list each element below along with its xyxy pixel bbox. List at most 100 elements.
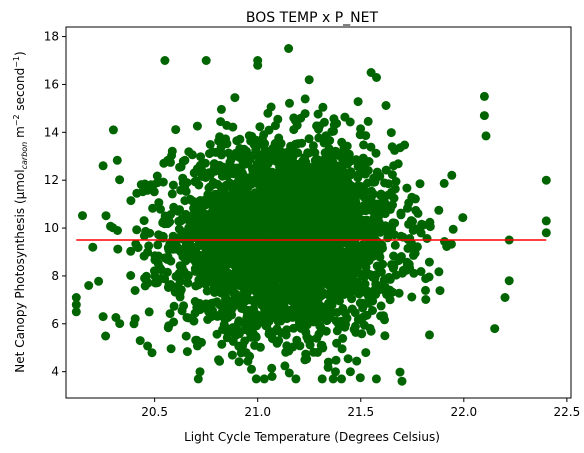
data-point xyxy=(211,243,221,253)
data-point xyxy=(288,205,298,215)
data-point xyxy=(130,286,140,295)
data-point xyxy=(376,205,386,215)
data-point xyxy=(407,292,417,302)
y-label-post: ) xyxy=(13,51,27,56)
data-point xyxy=(292,294,302,304)
data-point xyxy=(309,347,319,357)
data-point xyxy=(285,98,294,108)
data-point xyxy=(180,229,190,239)
data-point xyxy=(261,214,271,224)
data-point xyxy=(212,329,222,339)
data-point xyxy=(310,311,320,320)
data-point xyxy=(371,374,381,384)
data-point xyxy=(481,131,491,141)
data-point xyxy=(242,274,252,284)
data-point xyxy=(268,230,278,240)
data-point xyxy=(217,251,227,261)
data-point xyxy=(302,314,312,323)
data-point xyxy=(141,226,151,236)
data-point xyxy=(368,247,378,257)
data-point xyxy=(305,183,315,193)
data-point xyxy=(201,56,211,65)
data-point xyxy=(371,270,381,280)
data-point xyxy=(409,250,418,260)
data-point xyxy=(285,193,295,203)
data-point xyxy=(159,158,169,168)
data-point xyxy=(358,153,368,163)
data-point xyxy=(300,153,310,162)
data-point xyxy=(323,362,333,372)
data-point xyxy=(338,229,347,239)
data-point xyxy=(290,149,300,159)
data-point xyxy=(243,158,253,168)
data-point xyxy=(361,348,371,358)
data-point xyxy=(317,340,327,350)
data-point xyxy=(338,304,348,313)
data-point xyxy=(355,373,365,383)
data-point xyxy=(354,314,364,324)
data-point xyxy=(249,297,259,307)
data-point xyxy=(347,214,357,224)
data-point xyxy=(274,292,284,302)
data-point xyxy=(200,158,210,168)
data-point xyxy=(166,344,176,354)
x-axis: 20.5 21.0 21.5 22.0 22.5 xyxy=(141,398,580,419)
data-point xyxy=(265,286,275,296)
data-point xyxy=(222,171,232,181)
data-point xyxy=(323,209,333,219)
data-point xyxy=(385,204,395,214)
data-point xyxy=(304,134,314,144)
data-point xyxy=(234,357,244,367)
data-point xyxy=(204,168,214,178)
data-point xyxy=(113,226,122,235)
data-point xyxy=(343,354,353,364)
data-point xyxy=(150,278,160,288)
data-point xyxy=(193,280,203,290)
data-point xyxy=(368,306,377,315)
data-point xyxy=(350,277,360,286)
data-point xyxy=(152,178,162,188)
data-point xyxy=(316,271,326,281)
data-point xyxy=(143,247,153,257)
data-point xyxy=(201,279,211,289)
data-point xyxy=(212,161,222,171)
data-point xyxy=(243,182,253,192)
data-point xyxy=(274,133,284,143)
data-point xyxy=(227,350,237,360)
data-point xyxy=(182,243,192,253)
data-point xyxy=(435,286,445,296)
data-point xyxy=(203,266,212,276)
data-point xyxy=(156,265,166,275)
data-point xyxy=(322,167,332,177)
data-point xyxy=(224,148,234,158)
data-point xyxy=(364,298,373,308)
data-point xyxy=(332,326,342,336)
data-point xyxy=(225,159,235,169)
data-point xyxy=(220,258,230,268)
data-point xyxy=(101,211,111,221)
data-point xyxy=(166,157,175,167)
y-tick-label: 12 xyxy=(44,173,59,187)
data-point xyxy=(425,222,435,232)
data-point xyxy=(270,214,280,223)
data-point xyxy=(205,249,215,259)
data-point xyxy=(251,374,261,384)
data-point xyxy=(422,234,432,243)
x-tick-label: 20.5 xyxy=(141,405,168,419)
data-point xyxy=(253,267,262,277)
data-point xyxy=(289,125,299,135)
data-point xyxy=(368,189,378,199)
data-point xyxy=(242,202,252,211)
data-point xyxy=(390,240,400,250)
data-point xyxy=(325,136,335,145)
data-point xyxy=(228,323,238,333)
y-label-sub: carbon xyxy=(20,142,29,170)
data-point xyxy=(111,313,121,322)
data-point xyxy=(424,272,434,282)
data-point xyxy=(370,177,380,187)
data-point xyxy=(331,355,341,365)
data-point xyxy=(328,374,338,384)
data-point xyxy=(171,125,181,135)
data-point xyxy=(329,114,339,124)
